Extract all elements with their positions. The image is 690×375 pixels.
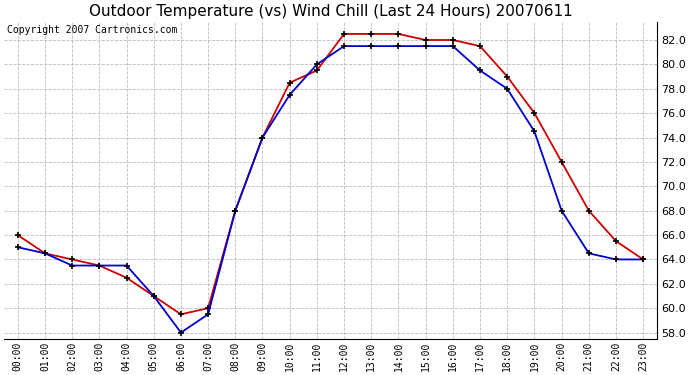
Title: Outdoor Temperature (vs) Wind Chill (Last 24 Hours) 20070611: Outdoor Temperature (vs) Wind Chill (Las… [88,4,572,19]
Text: Copyright 2007 Cartronics.com: Copyright 2007 Cartronics.com [8,25,178,35]
